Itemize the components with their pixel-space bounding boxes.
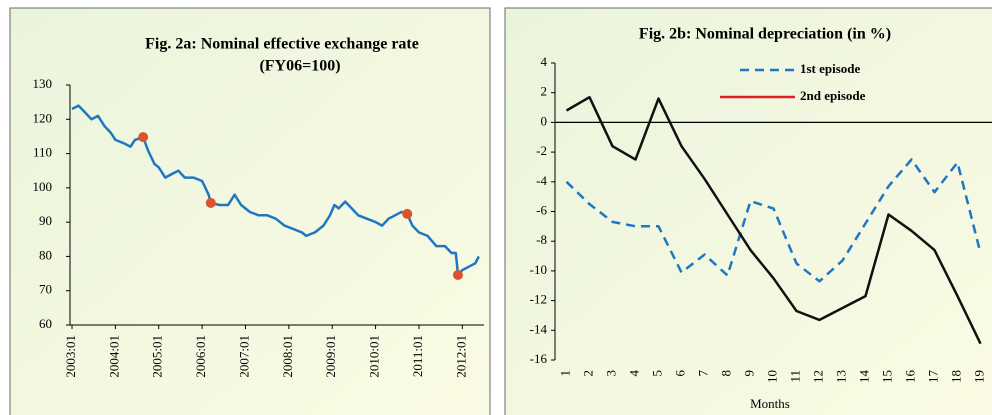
y-tick-label: 80 <box>39 247 52 262</box>
legend-label: 1st episode <box>800 61 861 76</box>
x-tick-label: 4 <box>626 370 641 377</box>
x-tick-label: 9 <box>741 370 756 377</box>
x-tick-label: 11 <box>787 370 802 383</box>
x-tick-label: 2009:01 <box>323 335 338 378</box>
y-tick-label: -14 <box>530 321 548 336</box>
y-tick-label: -10 <box>530 262 547 277</box>
highlight-point <box>452 269 463 280</box>
x-tick-label: 16 <box>902 370 917 384</box>
y-tick-label: 60 <box>39 316 52 331</box>
y-tick-label: -2 <box>536 143 547 158</box>
x-tick-label: 8 <box>718 370 733 377</box>
x-tick-label: 2011:01 <box>410 335 425 377</box>
highlight-point <box>402 208 413 219</box>
highlight-point <box>138 132 149 143</box>
line-series <box>71 104 480 277</box>
y-tick-label: 100 <box>33 179 53 194</box>
x-tick-label: 1 <box>557 370 572 377</box>
y-tick-label: 70 <box>39 282 52 297</box>
highlight-point <box>205 197 216 208</box>
x-tick-label: 2007:01 <box>236 335 251 378</box>
y-tick-label: 130 <box>33 76 53 91</box>
y-tick-label: 2 <box>541 84 548 99</box>
x-tick-label: 2003:01 <box>63 335 78 378</box>
line-series <box>565 95 982 345</box>
chart-subtitle: (FY06=100) <box>259 58 340 75</box>
x-tick-label: 13 <box>833 370 848 383</box>
x-tick-label: 12 <box>810 370 825 383</box>
y-tick-label: 4 <box>541 54 548 69</box>
x-tick-label: 2005:01 <box>150 335 165 378</box>
x-tick-label: 7 <box>695 370 710 377</box>
y-tick-label: 90 <box>39 213 52 228</box>
y-tick-label: 110 <box>33 145 52 160</box>
line-series <box>565 158 982 283</box>
x-tick-label: 2 <box>580 370 595 377</box>
legend-label: 2nd episode <box>800 88 866 103</box>
x-tick-label: 10 <box>764 370 779 383</box>
x-tick-label: 6 <box>672 370 687 377</box>
y-tick-label: -6 <box>536 202 547 217</box>
x-tick-label: 3 <box>603 370 618 377</box>
x-tick-label: 5 <box>649 370 664 377</box>
x-axis-label: Months <box>750 396 790 411</box>
chart-title: Fig. 2b: Nominal depreciation (in %) <box>639 26 891 43</box>
x-tick-label: 14 <box>856 370 871 384</box>
y-tick-label: 120 <box>33 110 53 125</box>
chart-title: Fig. 2a: Nominal effective exchange rate <box>145 36 419 53</box>
x-tick-label: 17 <box>925 370 940 384</box>
x-tick-label: 18 <box>948 370 963 383</box>
y-tick-label: 0 <box>541 113 548 128</box>
x-tick-label: 15 <box>879 370 894 383</box>
y-tick-label: -8 <box>536 232 547 247</box>
x-tick-label: 2012:01 <box>453 335 468 378</box>
x-tick-label: 2008:01 <box>280 335 295 378</box>
x-tick-label: 2004:01 <box>106 335 121 378</box>
y-tick-label: -4 <box>536 173 547 188</box>
x-tick-label: 2006:01 <box>193 335 208 378</box>
y-tick-label: -12 <box>530 292 547 307</box>
x-tick-label: 19 <box>971 370 986 383</box>
x-tick-label: 2010:01 <box>367 335 382 378</box>
y-tick-label: -16 <box>530 351 548 366</box>
